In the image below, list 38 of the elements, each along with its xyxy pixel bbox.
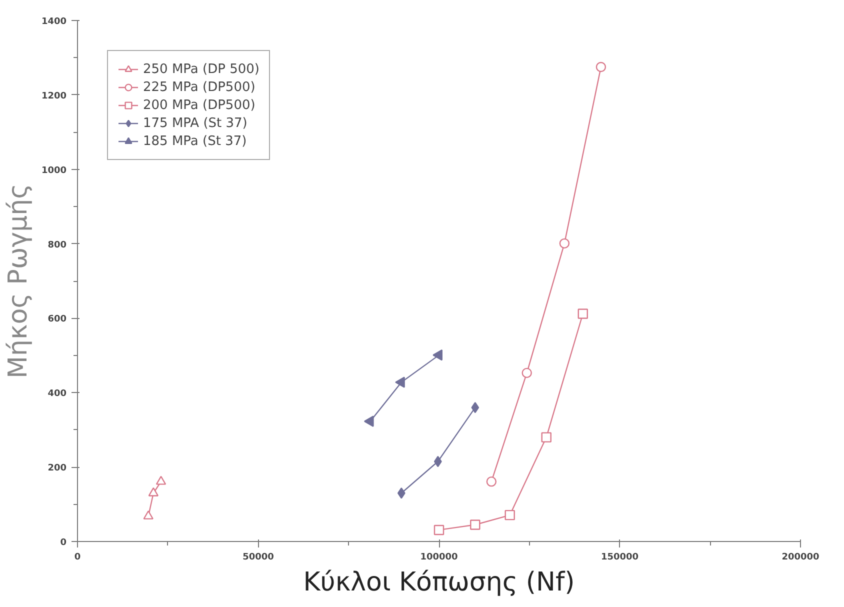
point [559, 238, 570, 249]
y-tick-label: 400 [48, 389, 67, 400]
legend-label: 185 MPa (St 37) [143, 133, 247, 149]
point [148, 487, 159, 496]
y-tick-label: 1000 [41, 166, 67, 176]
y-tick-label: 600 [48, 314, 67, 325]
point [434, 524, 444, 536]
y-tick-label: 1400 [41, 17, 67, 27]
point [434, 456, 442, 468]
point [395, 376, 405, 388]
x-tick-label: 200000 [782, 552, 820, 562]
legend-label: 200 MPa (DP500) [143, 97, 256, 113]
legend-label: 175 MPA (St 37) [143, 115, 248, 131]
legend-label: 225 MPa (DP500) [143, 79, 256, 95]
x-tick-label: 150000 [600, 552, 639, 562]
x-tick-label: 50000 [242, 552, 274, 562]
point [156, 476, 166, 485]
y-tick-label: 0 [60, 538, 67, 548]
legend-label: 250 MPa (DP 500) [143, 61, 260, 77]
point [397, 488, 406, 499]
point [578, 308, 588, 319]
point [143, 510, 154, 520]
x-tick-label: 100000 [420, 552, 458, 562]
point [504, 510, 515, 520]
x-axis-title: Κύκλοι Κόπωσης (Nf) [303, 568, 575, 598]
point [541, 432, 552, 442]
point [471, 402, 480, 414]
point [486, 476, 497, 487]
y-tick-label: 800 [48, 240, 67, 250]
point [522, 368, 532, 378]
x-tick-label: 0 [74, 552, 81, 562]
point [432, 349, 442, 361]
y-axis-title: Μήκος Ρωγμής [3, 184, 34, 378]
y-tick-label: 1200 [41, 91, 67, 102]
y-tick-label: 200 [48, 464, 67, 474]
point [596, 62, 606, 72]
point [470, 520, 480, 530]
point [364, 416, 374, 427]
